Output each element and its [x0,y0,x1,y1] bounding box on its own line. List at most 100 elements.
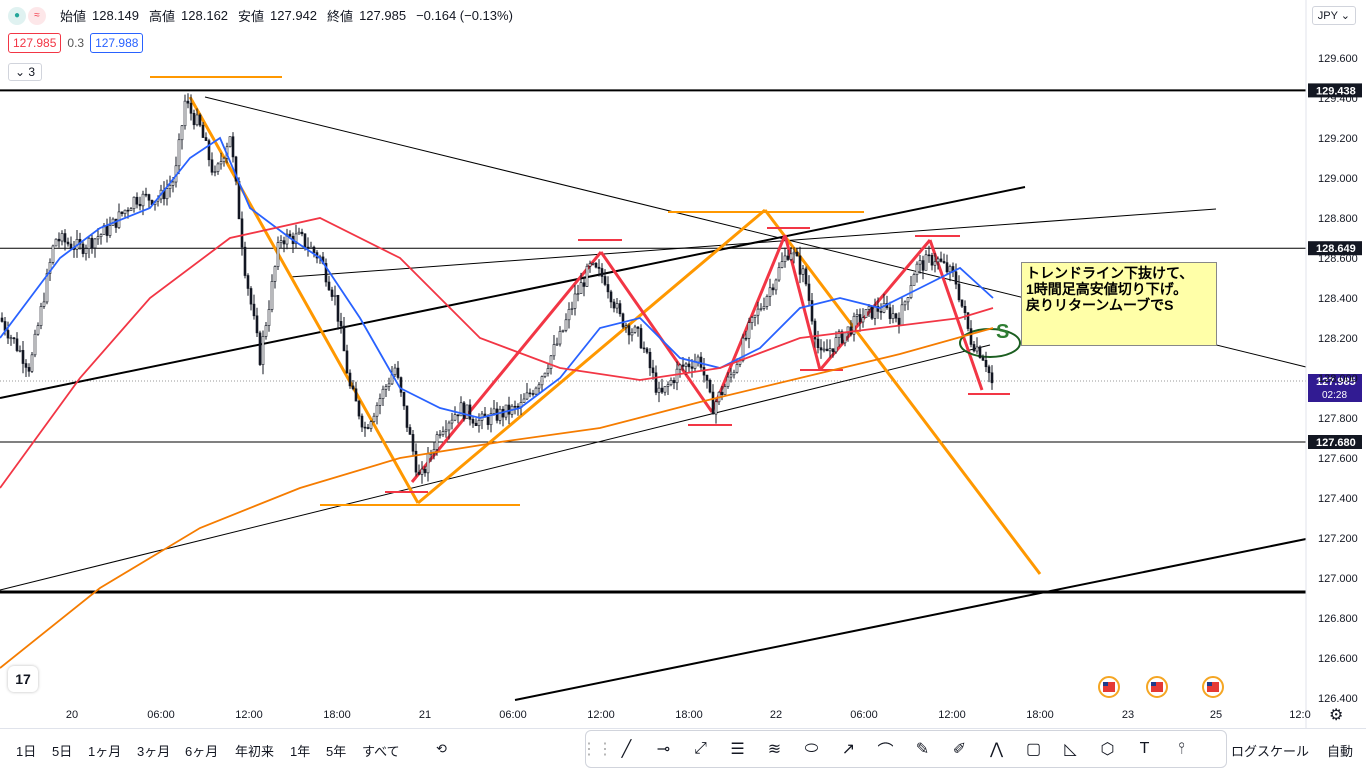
candle-body [819,347,823,351]
auto-scale-button[interactable]: 自動 [1327,744,1354,759]
tf-1y[interactable]: 1年 [290,744,311,759]
drag-handle-icon[interactable]: ⋮⋮ [581,741,613,758]
tf-6m[interactable]: 6ヶ月 [185,744,219,759]
tf-ytd[interactable]: 年初来 [235,744,275,759]
candle-body [57,238,61,242]
candle-body [618,303,622,315]
candle-body [759,308,763,310]
candle-body [387,383,391,387]
candle-body [630,331,634,336]
candle-body [873,305,877,319]
log-scale-button[interactable]: ログスケール [1231,744,1310,759]
tf-1d[interactable]: 1日 [16,744,37,759]
candle-body [561,329,565,332]
candle-body [51,245,55,263]
candle-body [579,282,583,294]
candle-body [213,171,217,173]
parallel-channel-icon[interactable]: ☰ [730,741,745,758]
candle-body [411,434,415,452]
path-icon[interactable]: ⋀ [989,741,1004,758]
gear-icon[interactable]: ⚙ [1329,707,1344,724]
pen-icon[interactable]: ✐ [952,741,967,758]
candle-body [21,350,25,364]
candle-body [363,426,367,429]
candle-body [990,372,994,384]
currency-select[interactable]: JPY ⌄ [1311,6,1356,25]
candle-body [108,225,112,236]
candle-body [735,364,739,373]
trendline-icon[interactable]: ╱ [621,741,632,758]
current-price-label: 127.985 [1316,376,1356,388]
candle-body [969,328,973,345]
sell-price-button[interactable]: 127.985 [8,33,62,53]
annotation-note[interactable]: トレンドライン下抜けて、 1時間足高安値切り下げ。 戻りリターンムーブでS [1021,262,1217,346]
brush-icon[interactable]: ✎ [915,741,930,758]
candle-body [444,429,448,432]
candle-body [597,266,601,269]
circle-icon[interactable]: ● [8,6,26,25]
tf-5y[interactable]: 5年 [326,744,347,759]
candle-body [165,188,169,200]
candle-body [651,367,655,374]
us-flag-canton [1151,682,1156,686]
buy-price-button[interactable]: 127.988 [90,33,144,53]
candle-body [582,282,586,287]
tf-5d[interactable]: 5日 [52,744,73,759]
price-note-icon[interactable]: ⫯ [1178,740,1185,757]
candle-body [66,241,70,245]
candle-body [537,384,541,389]
candle-body [726,376,730,387]
price-level-tag [1308,83,1362,98]
ray-icon[interactable]: ⤢ [694,740,707,757]
candle-body [945,262,949,273]
tf-3m[interactable]: 3ヶ月 [137,744,171,759]
indicator-toggle[interactable]: ⌄ 3 [8,63,43,81]
candle-body [861,317,865,323]
candle-body [399,377,403,393]
tf-1m[interactable]: 1ヶ月 [88,744,122,759]
candle-body [525,392,529,400]
text-icon[interactable]: T [1139,740,1150,757]
candle-body [279,240,283,243]
curve-icon[interactable]: ⌒ [877,743,894,760]
candle-body [882,302,886,313]
x-tick-label: 25 [1210,709,1222,721]
open-value: 128.149 [92,8,140,23]
candle-body [273,266,277,282]
pattern-icon[interactable]: ⬡ [1100,741,1115,758]
rectangle-icon[interactable]: ▢ [1025,741,1042,758]
us-flag-stripes [1207,682,1219,692]
candle-body [240,218,244,248]
tradingview-logo[interactable]: 17 [8,666,38,692]
candle-body [693,361,697,369]
candle-body [732,371,736,376]
zigzag-leg [928,239,984,391]
candle-body [105,225,109,236]
tf-all[interactable]: すべて [362,744,400,759]
pattern-leg [763,209,1042,575]
arrow-icon[interactable]: ↗ [841,741,856,758]
candle-body [636,326,640,329]
horizontal-ray-icon[interactable]: ⊸ [656,741,671,758]
candle-body [546,368,550,374]
triangle-icon[interactable]: ◺ [1064,741,1077,758]
candle-body [552,344,556,357]
candle-body [681,364,685,367]
compare-icon[interactable]: ⟲ [436,741,447,756]
candle-body [672,380,676,384]
candle-body [729,374,733,378]
candle-body [369,421,373,429]
candle-body [132,196,136,209]
candle-body [807,283,811,301]
ellipse-icon[interactable]: ⬭ [804,740,819,757]
fib-channel-icon[interactable]: ≋ [767,741,782,758]
wave-icon[interactable]: ≈ [28,6,46,25]
candle-body [120,211,124,214]
annotation-line: トレンドライン下抜けて、 [1026,265,1194,281]
candle-body [342,325,346,352]
candle-body [48,262,52,274]
candle-body [126,209,130,212]
us-flag-stripes [1151,682,1163,692]
candle-body [270,281,274,310]
